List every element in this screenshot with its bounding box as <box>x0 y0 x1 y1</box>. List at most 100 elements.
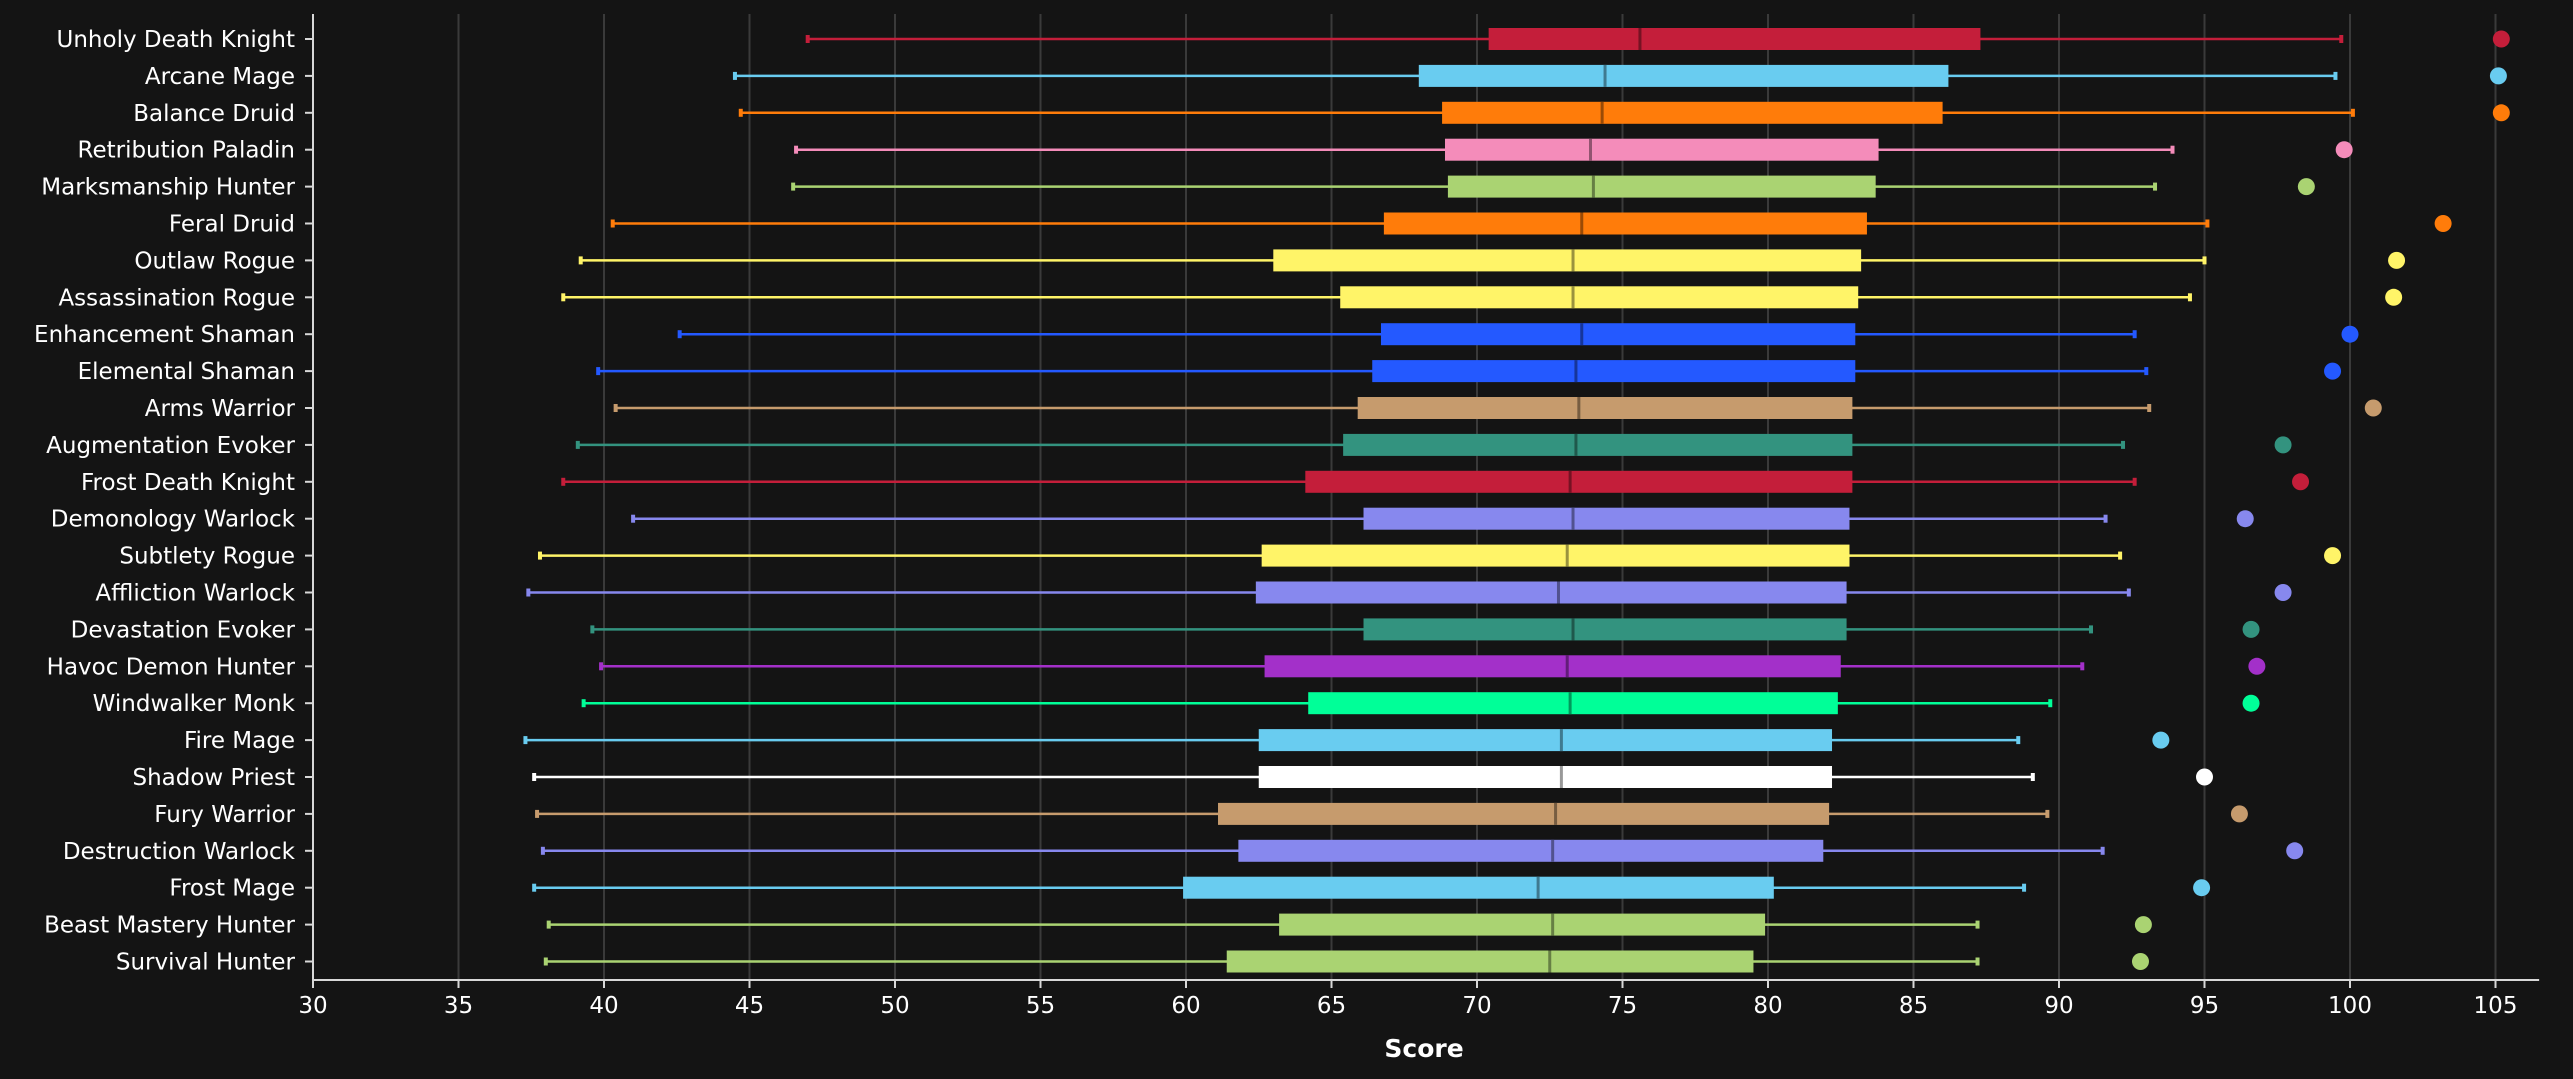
iqr-box <box>1226 950 1754 973</box>
category-label: Affliction Warlock <box>95 581 295 607</box>
x-tick-label: 50 <box>880 993 909 1019</box>
box-row <box>532 876 2211 899</box>
iqr-box <box>1343 433 1853 456</box>
x-tick-label: 70 <box>1462 993 1491 1019</box>
iqr-box <box>1273 249 1862 272</box>
outlier-point <box>2388 251 2406 269</box>
box-row <box>631 507 2254 530</box>
category-label: Windwalker Monk <box>93 691 296 717</box>
x-tick-label: 90 <box>2044 993 2073 1019</box>
box-row <box>613 397 2382 419</box>
box-row <box>540 839 2304 862</box>
outlier-point <box>2364 399 2382 417</box>
outlier-point <box>2242 620 2260 638</box>
box-row <box>543 950 2149 973</box>
x-tick-label: 55 <box>1026 993 1055 1019</box>
iqr-box <box>1340 286 1859 309</box>
outlier-point <box>2236 510 2254 528</box>
iqr-box <box>1444 138 1879 161</box>
x-tick-label: 30 <box>298 993 327 1019</box>
category-label: Havoc Demon Hunter <box>47 654 296 680</box>
x-tick-label: 45 <box>735 993 764 1019</box>
box-row <box>590 618 2260 641</box>
outlier-point <box>2193 879 2211 897</box>
x-tick-label: 85 <box>1899 993 1928 1019</box>
iqr-box <box>1264 655 1841 678</box>
iqr-box <box>1383 212 1867 235</box>
category-label: Marksmanship Hunter <box>41 175 295 201</box>
x-tick-label: 60 <box>1171 993 1200 1019</box>
category-labels: Unholy Death Knight Arcane Mage Balance Dr… <box>34 27 313 976</box>
outlier-point <box>2274 436 2292 454</box>
iqr-box <box>1308 692 1838 715</box>
x-tick-label: 105 <box>2474 993 2518 1019</box>
category-label: Enhancement Shaman <box>34 322 295 348</box>
category-label: Subtlety Rogue <box>119 544 295 570</box>
x-tick-label: 100 <box>2328 993 2372 1019</box>
box-row <box>561 286 2403 309</box>
outlier-point <box>2492 30 2510 48</box>
category-label: Feral Druid <box>169 212 295 238</box>
iqr-box <box>1183 876 1774 899</box>
outlier-point <box>2324 362 2342 380</box>
category-label: Fury Warrior <box>154 802 295 828</box>
category-label: Augmentation Evoker <box>46 433 295 459</box>
iqr-box <box>1255 581 1847 604</box>
category-label: Outlaw Rogue <box>134 248 295 274</box>
box-row <box>794 138 2353 161</box>
category-label: Destruction Warlock <box>63 839 296 865</box>
iqr-box <box>1357 397 1853 419</box>
outlier-point <box>2196 768 2213 786</box>
category-label: Fire Mage <box>184 728 295 754</box>
box-row <box>561 470 2310 493</box>
outlier-point <box>2434 215 2452 232</box>
iqr-box <box>1363 507 1850 530</box>
iqr-box <box>1261 544 1850 567</box>
iqr-box <box>1258 729 1833 752</box>
box-row <box>526 581 2292 604</box>
x-tick-label: 75 <box>1608 993 1637 1019</box>
iqr-box <box>1258 766 1833 788</box>
box-row <box>610 212 2452 235</box>
iqr-box <box>1447 175 1876 198</box>
x-tick-label: 80 <box>1753 993 1782 1019</box>
iqr-box <box>1442 101 1943 124</box>
outlier-point <box>2297 178 2315 196</box>
x-axis: 30 35 40 45 50 55 60 65 70 75 80 85 90 95 100 105 <box>298 14 2540 1019</box>
iqr-box <box>1218 802 1830 825</box>
category-label: Frost Mage <box>169 876 295 902</box>
category-label: Assassination Rogue <box>58 285 295 311</box>
box-row <box>599 655 2266 678</box>
x-tick-label: 95 <box>2190 993 2219 1019</box>
box-row <box>535 802 2248 825</box>
iqr-box <box>1372 360 1856 383</box>
x-tick-label: 35 <box>444 993 473 1019</box>
category-label: Demonology Warlock <box>51 507 296 533</box>
category-label: Survival Hunter <box>116 950 296 976</box>
outlier-point <box>2274 584 2292 601</box>
outlier-point <box>2341 325 2359 343</box>
outlier-point <box>2230 805 2248 823</box>
box-row <box>677 323 2359 346</box>
box-series <box>523 28 2510 973</box>
box-row <box>546 913 2152 936</box>
iqr-box <box>1305 470 1853 493</box>
outlier-point <box>2131 953 2149 970</box>
box-row <box>738 101 2510 124</box>
outlier-point <box>2292 473 2310 491</box>
outlier-point <box>2324 547 2342 565</box>
category-label: Beast Mastery Hunter <box>44 913 295 939</box>
outlier-point <box>2242 694 2260 712</box>
outlier-point <box>2134 916 2152 934</box>
x-tick-label: 40 <box>589 993 618 1019</box>
outlier-point <box>2492 104 2510 122</box>
x-axis-title: Score <box>1384 1034 1463 1063</box>
iqr-box <box>1279 913 1766 936</box>
category-label: Devastation Evoker <box>71 617 296 643</box>
category-label: Unholy Death Knight <box>57 27 295 53</box>
iqr-box <box>1380 323 1856 346</box>
box-row <box>791 175 2315 198</box>
category-label: Retribution Paladin <box>78 138 296 164</box>
outlier-point <box>2286 842 2304 860</box>
